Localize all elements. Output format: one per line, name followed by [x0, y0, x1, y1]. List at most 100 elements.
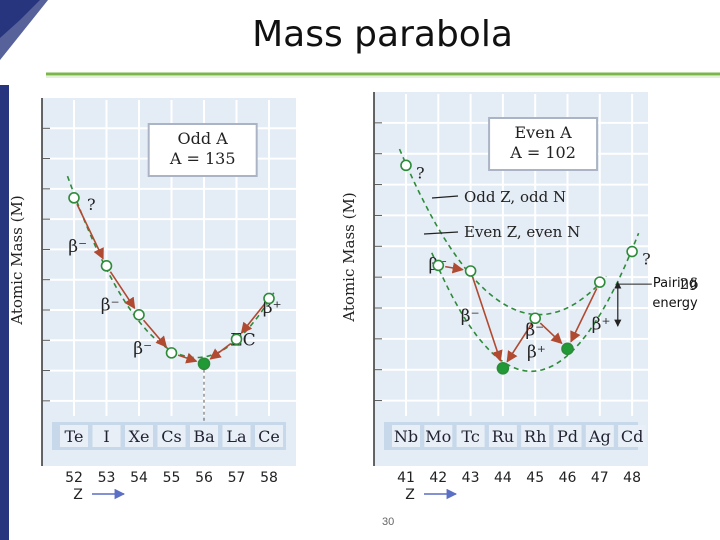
- nucleus-point: [165, 347, 178, 359]
- odd-odd-point: [529, 312, 542, 325]
- z-tick-label: 44: [494, 470, 512, 486]
- element-symbol: Xe: [129, 427, 150, 446]
- element-symbol: Nb: [394, 427, 418, 446]
- legend-odd-odd: Odd Z, odd N: [464, 188, 566, 206]
- decay-arrow: [570, 288, 598, 343]
- decay-arrow: [142, 319, 168, 348]
- z-tick-label: 43: [462, 470, 480, 486]
- element-symbol: Pd: [557, 427, 578, 446]
- decay-label: β⁻: [461, 307, 480, 327]
- element-symbol: Cd: [621, 427, 643, 446]
- decay-arrow: [177, 352, 198, 364]
- element-cell: [521, 425, 550, 447]
- x-axis-label: Z: [405, 487, 415, 503]
- element-symbol: Cs: [161, 427, 181, 446]
- z-tick-label: 52: [65, 470, 83, 486]
- element-symbol: Rh: [524, 427, 546, 446]
- stable-nucleus-point: [197, 357, 211, 371]
- nucleus-point: [230, 333, 243, 346]
- element-symbol: Ba: [193, 427, 215, 446]
- element-cell: [255, 425, 283, 447]
- legend-pointer-even: [423, 231, 459, 235]
- subtitle-line2: A = 135: [169, 149, 236, 168]
- y-axis-label: Atomic Mass (M): [340, 192, 358, 322]
- subtitle-line1: Odd A: [178, 129, 229, 148]
- page-number: 30: [382, 516, 395, 528]
- legend-pointer-odd: [431, 195, 459, 199]
- z-tick-label: 47: [591, 470, 609, 486]
- decay-arrow: [445, 262, 464, 274]
- even-even-parabola: [431, 232, 640, 373]
- element-cell: [125, 425, 153, 447]
- decay-arrow: [506, 323, 533, 363]
- element-symbol: Ru: [492, 427, 514, 446]
- z-tick-label: 45: [526, 470, 544, 486]
- element-cell: [456, 425, 485, 447]
- element-symbol: Ag: [588, 427, 611, 446]
- z-tick-label: 46: [559, 470, 577, 486]
- element-cell: [222, 425, 251, 447]
- subtitle-box: [488, 117, 599, 171]
- slide-title: Mass parabola: [252, 14, 513, 55]
- even-a-panel: Atomic Mass (M) Even AA = 102 Nb 41 Mo 42 Tc 43…: [340, 92, 698, 503]
- decay-label: β⁻: [133, 339, 152, 359]
- decay-arrow: [109, 271, 136, 310]
- odd-a-panel: Atomic Mass (M) Odd AA = 135 Te 52 I 53 Xe 54 Cs…: [8, 98, 296, 503]
- z-tick-label: 53: [98, 470, 116, 486]
- element-symbol: La: [226, 427, 247, 446]
- element-cell: [553, 425, 582, 447]
- z-tick-label: 48: [623, 470, 641, 486]
- element-cell: [392, 425, 420, 447]
- odd-odd-point: [464, 265, 477, 277]
- subtitle-line1: Even A: [515, 123, 573, 142]
- odd-odd-point: [400, 159, 412, 172]
- subtitle-line2: A = 102: [509, 143, 576, 162]
- decay-label: β⁺: [592, 314, 611, 334]
- legend-even-even: Even Z, even N: [464, 223, 580, 241]
- pairing-symbol: 2δ: [680, 275, 699, 293]
- even-even-point: [626, 245, 638, 258]
- decay-arrow: [240, 303, 266, 334]
- nucleus-point: [133, 308, 145, 321]
- element-cell: [618, 425, 647, 447]
- z-tick-label: 55: [163, 470, 181, 486]
- z-tick-label: 56: [195, 470, 213, 486]
- decay-label: β⁻: [525, 321, 544, 341]
- decay-arrow: [209, 342, 232, 360]
- element-cell: [60, 425, 88, 447]
- unknown-mark: ?: [416, 163, 425, 182]
- z-tick-label: 41: [397, 470, 415, 486]
- nucleus-point: [100, 260, 113, 272]
- element-symbol: Mo: [425, 427, 451, 446]
- unknown-mark: ?: [642, 250, 651, 269]
- element-cell: [92, 425, 121, 447]
- z-tick-label: 57: [228, 470, 246, 486]
- decay-arrow: [472, 277, 503, 362]
- subtitle-box: [147, 123, 258, 177]
- decay-label: β⁻: [101, 295, 120, 315]
- element-symbol: Tc: [461, 427, 479, 446]
- left-edge-bar: [0, 85, 9, 540]
- z-tick-label: 58: [260, 470, 278, 486]
- element-cell: [424, 425, 453, 447]
- even-even-point: [432, 259, 445, 272]
- pairing-energy-label: Pairing energy: [652, 276, 698, 311]
- y-axis-label: Atomic Mass (M): [8, 195, 26, 325]
- z-tick-label: 42: [429, 470, 447, 486]
- decay-arrow: [76, 203, 104, 260]
- unknown-mark: ?: [87, 195, 96, 214]
- decay-label: β⁺: [527, 342, 546, 362]
- decay-arrow: [539, 322, 563, 345]
- x-axis-label: Z: [73, 487, 83, 503]
- nucleus-point: [68, 192, 80, 204]
- decay-label: β⁻: [68, 237, 87, 257]
- corner-triangle: [0, 0, 48, 60]
- element-symbol: Te: [65, 427, 84, 446]
- element-cell: [585, 425, 614, 447]
- element-cell: [157, 425, 186, 447]
- stable-nucleus-point: [496, 361, 510, 375]
- z-tick-label: 54: [130, 470, 148, 486]
- corner-triangle-accent: [0, 0, 48, 60]
- element-cell: [190, 425, 218, 447]
